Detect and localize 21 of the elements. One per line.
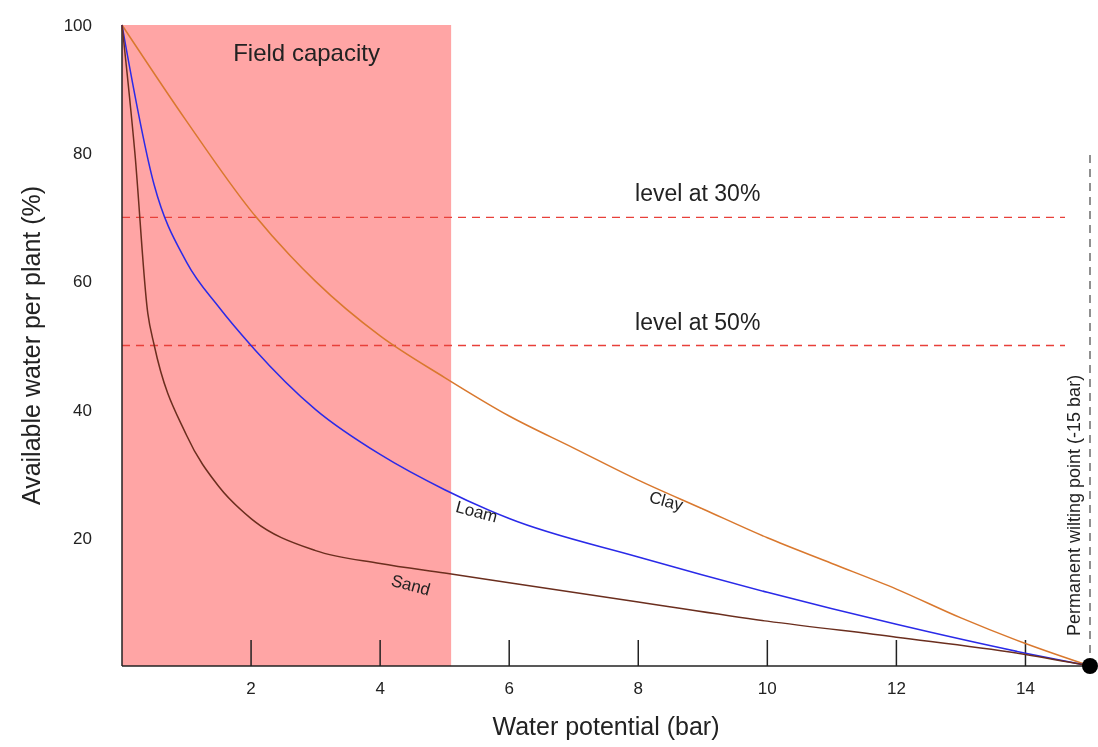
y-tick-label: 20	[73, 528, 92, 548]
band-label: Field capacity	[233, 39, 380, 66]
y-tick-label: 80	[73, 144, 92, 164]
text: Clay	[647, 487, 686, 515]
ref-line-label: level at 30%	[635, 180, 761, 207]
ref-line-label: Permanent wilting point (-15 bar)	[1064, 374, 1084, 636]
y-tick-label: 100	[63, 16, 92, 35]
x-tick-label: 14	[1016, 679, 1035, 698]
x-tick-label: 12	[886, 679, 906, 698]
text: Loam	[453, 497, 500, 527]
x-tick-label: 6	[504, 679, 514, 698]
ref-line-label: level at 50%	[635, 308, 761, 335]
x-tick-label: 8	[633, 679, 643, 698]
y-tick-label: 60	[73, 272, 92, 292]
y-axis-title: Available water per plant (%)	[17, 185, 45, 506]
x-axis-title: Water potential (bar)	[492, 712, 720, 740]
text: Sand	[389, 570, 433, 600]
x-tick-label: 4	[375, 679, 385, 698]
x-tick-label: 10	[757, 679, 777, 698]
x-tick-label: 2	[246, 679, 256, 698]
y-tick-label: 40	[73, 400, 92, 420]
